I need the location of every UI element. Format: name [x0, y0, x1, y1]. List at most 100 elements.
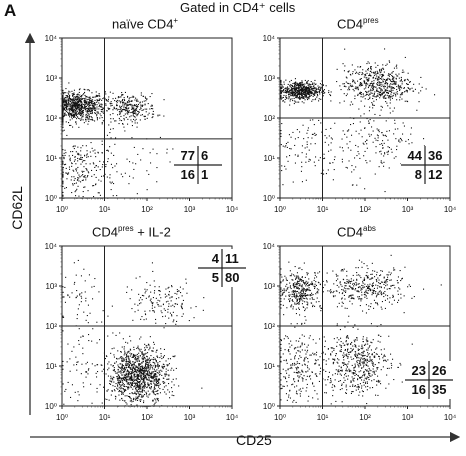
event-dot — [292, 306, 294, 308]
event-dot — [132, 356, 134, 358]
event-dot — [117, 388, 119, 390]
event-dot — [318, 90, 320, 92]
event-dot — [292, 90, 294, 92]
event-dot — [100, 110, 102, 112]
event-dot — [361, 294, 363, 296]
event-dot — [289, 301, 291, 303]
event-dot — [143, 381, 145, 383]
event-dot — [297, 90, 299, 92]
event-dot — [186, 292, 188, 294]
event-dot — [348, 160, 350, 162]
event-dot — [351, 287, 353, 289]
event-dot — [108, 367, 110, 369]
event-dot — [365, 94, 367, 96]
event-dot — [399, 96, 401, 98]
event-dot — [423, 138, 425, 140]
event-dot — [141, 390, 143, 392]
event-dot — [94, 112, 96, 114]
event-dot — [73, 103, 75, 105]
event-dot — [368, 287, 370, 289]
event-dot — [116, 109, 118, 111]
event-dot — [284, 275, 286, 277]
event-dot — [304, 86, 306, 88]
event-dot — [378, 81, 380, 83]
event-dot — [79, 100, 81, 102]
event-dot — [379, 72, 381, 74]
event-dot — [380, 93, 382, 95]
event-dot — [68, 98, 70, 100]
event-dot — [140, 363, 142, 365]
event-dot — [69, 370, 71, 372]
event-dot — [111, 305, 113, 307]
event-dot — [143, 353, 145, 355]
event-dot — [143, 115, 145, 117]
event-dot — [303, 85, 305, 87]
event-dot — [383, 68, 385, 70]
event-dot — [365, 85, 367, 87]
event-dot — [129, 103, 131, 105]
event-dot — [293, 274, 295, 276]
event-dot — [303, 89, 305, 91]
event-dot — [324, 157, 326, 159]
event-dot — [392, 110, 394, 112]
plot-pres-xtick-label: 10⁰ — [274, 205, 286, 214]
event-dot — [296, 283, 298, 285]
event-dot — [109, 91, 111, 93]
event-dot — [142, 388, 144, 390]
event-dot — [384, 299, 386, 301]
event-dot — [291, 291, 293, 293]
event-dot — [144, 358, 146, 360]
event-dot — [93, 174, 95, 176]
event-dot — [102, 112, 104, 114]
event-dot — [322, 95, 324, 97]
event-dot — [137, 378, 139, 380]
event-dot — [124, 385, 126, 387]
event-dot — [121, 94, 123, 96]
event-dot — [116, 101, 118, 103]
event-dot — [112, 379, 114, 381]
event-dot — [280, 82, 282, 84]
event-dot — [126, 105, 128, 107]
event-dot — [148, 383, 150, 385]
event-dot — [406, 83, 408, 85]
event-dot — [84, 106, 86, 108]
event-dot — [78, 126, 80, 128]
event-dot — [134, 109, 136, 111]
event-dot — [153, 368, 155, 370]
event-dot — [151, 113, 153, 115]
event-dot — [85, 105, 87, 107]
event-dot — [131, 106, 133, 108]
event-dot — [382, 144, 384, 146]
panel-letter: A — [4, 1, 17, 20]
event-dot — [141, 377, 143, 379]
event-dot — [86, 154, 88, 156]
plot-pres-xtick-label: 10³ — [402, 205, 414, 214]
event-dot — [119, 105, 121, 107]
event-dot — [127, 351, 129, 353]
event-dot — [96, 106, 98, 108]
event-dot — [73, 179, 75, 181]
event-dot — [366, 143, 368, 145]
event-dot — [146, 289, 148, 291]
event-dot — [140, 108, 142, 110]
event-dot — [71, 105, 73, 107]
event-dot — [122, 368, 124, 370]
event-dot — [118, 371, 120, 373]
event-dot — [319, 93, 321, 95]
event-dot — [63, 129, 65, 131]
event-dot — [139, 384, 141, 386]
event-dot — [308, 84, 310, 86]
event-dot — [93, 96, 95, 98]
event-dot — [360, 85, 362, 87]
event-dot — [121, 110, 123, 112]
event-dot — [301, 80, 303, 82]
event-dot — [112, 118, 114, 120]
event-dot — [73, 148, 75, 150]
event-dot — [362, 93, 364, 95]
event-dot — [65, 110, 67, 112]
event-dot — [400, 80, 402, 82]
event-dot — [150, 386, 152, 388]
event-dot — [159, 300, 161, 302]
event-dot — [171, 387, 173, 389]
event-dot — [76, 107, 78, 109]
